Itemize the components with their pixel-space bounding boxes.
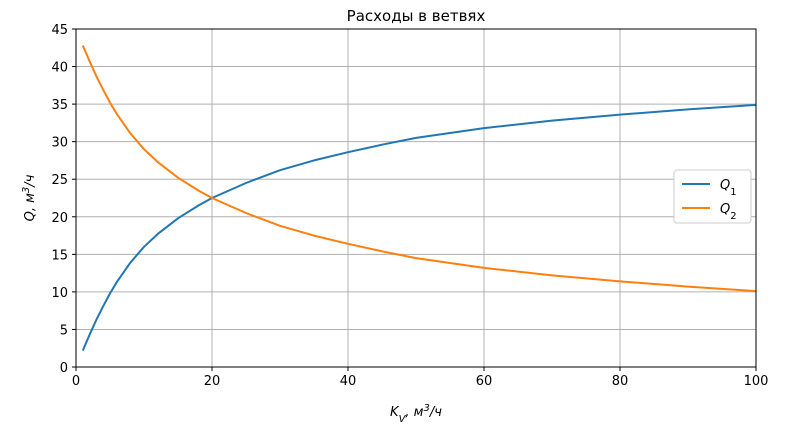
legend-label-q1: Q1 (720, 178, 737, 198)
series-line-q2 (81, 45, 757, 293)
y-tick-label: 15 (51, 248, 68, 263)
y-tick-label: 0 (60, 361, 68, 376)
y-axis-label: Q, м3/ч (21, 174, 39, 221)
series-lines (81, 45, 757, 351)
y-tick-label: 35 (51, 98, 68, 113)
y-tick-label: 10 (51, 286, 68, 301)
x-tick-label: 80 (612, 374, 629, 389)
y-tick-label: 30 (51, 136, 68, 151)
x-tick-label: 0 (72, 374, 80, 389)
ticks: 0 20 40 60 80 100 0 5 10 15 20 25 30 35 40 45 (51, 23, 768, 389)
x-tick-label: 40 (340, 374, 357, 389)
plot-frame (75, 28, 757, 368)
y-tick-label: 20 (51, 211, 68, 226)
y-tick-label: 40 (51, 61, 68, 76)
legend-label-q2: Q2 (720, 202, 737, 222)
x-tick-label: 100 (744, 374, 769, 389)
legend-box (673, 169, 752, 224)
y-tick-label: 5 (60, 323, 68, 338)
y-tick-label: 25 (51, 173, 68, 188)
x-tick-label: 20 (204, 374, 221, 389)
x-axis-label: KV, м3/ч (390, 403, 442, 425)
legend: Q1 Q2 (673, 169, 752, 224)
x-tick-label: 60 (476, 374, 493, 389)
y-tick-label: 45 (51, 23, 68, 38)
grid (75, 28, 757, 368)
chart-title: Расходы в ветвях (347, 7, 486, 25)
